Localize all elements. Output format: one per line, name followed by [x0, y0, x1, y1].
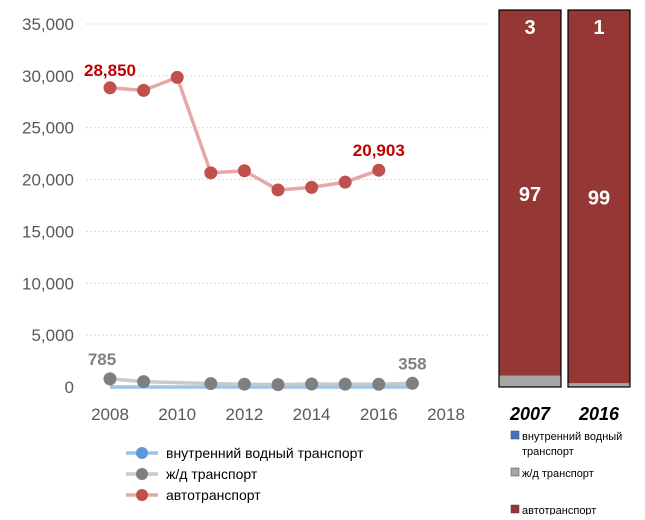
bar-category-label: 2007: [509, 404, 551, 424]
y-tick-label: 25,000: [22, 119, 74, 138]
legend-label: ж/д транспорт: [522, 468, 594, 480]
legend-swatch: [510, 430, 520, 440]
data-label: 20,903: [353, 141, 405, 160]
data-point: [237, 377, 251, 391]
data-label: 28,850: [84, 61, 136, 80]
bar-segment: [499, 375, 561, 387]
y-tick-label: 0: [65, 378, 74, 397]
x-tick-label: 2014: [293, 405, 331, 424]
data-point: [103, 372, 117, 386]
data-point: [271, 378, 285, 392]
legend-label: транспорт: [522, 446, 574, 458]
bar-data-label: 97: [519, 184, 541, 206]
data-point: [372, 377, 386, 391]
legend-label: автотранспорт: [522, 505, 596, 515]
data-point: [237, 164, 251, 178]
x-tick-label: 2010: [158, 405, 196, 424]
data-point: [338, 175, 352, 189]
y-tick-label: 10,000: [22, 274, 74, 293]
x-tick-label: 2008: [91, 405, 129, 424]
data-point: [204, 166, 218, 180]
data-point: [305, 377, 319, 391]
legend-marker: [136, 489, 148, 501]
x-tick-label: 2016: [360, 405, 398, 424]
data-point: [103, 81, 117, 95]
y-tick-label: 20,000: [22, 171, 74, 190]
x-tick-label: 2018: [427, 405, 465, 424]
data-point: [405, 376, 419, 390]
legend-marker: [136, 447, 148, 459]
x-tick-label: 2012: [225, 405, 263, 424]
y-tick-label: 30,000: [22, 67, 74, 86]
data-label: 785: [88, 350, 116, 369]
data-point: [137, 83, 151, 97]
y-tick-label: 35,000: [22, 15, 74, 34]
legend-label: внутренний водный транспорт: [166, 445, 364, 461]
bar-category-label: 2016: [578, 404, 620, 424]
bar-data-label: 3: [524, 17, 535, 39]
data-point: [305, 180, 319, 194]
legend-marker: [136, 468, 148, 480]
bar-segment: [568, 383, 630, 387]
data-point: [372, 163, 386, 177]
y-tick-label: 5,000: [31, 326, 74, 345]
data-point: [170, 70, 184, 84]
legend-swatch: [510, 504, 520, 514]
series-line: [109, 377, 413, 387]
y-tick-label: 15,000: [22, 222, 74, 241]
data-point: [137, 375, 151, 389]
data-point: [204, 377, 218, 391]
legend-swatch: [510, 467, 520, 477]
bar-outline: [567, 9, 631, 388]
bar-outline: [498, 9, 562, 388]
legend-label: автотранспорт: [166, 487, 261, 503]
data-point: [338, 377, 352, 391]
bar-data-label: 99: [588, 188, 610, 210]
data-label: 358: [398, 354, 426, 373]
legend-label: внутренний водный: [522, 431, 622, 443]
bar-data-label: 1: [593, 17, 604, 39]
bar-segment: [568, 10, 630, 384]
bar-segment: [499, 10, 561, 376]
legend-label: ж/д транспорт: [166, 466, 258, 482]
data-point: [271, 183, 285, 197]
